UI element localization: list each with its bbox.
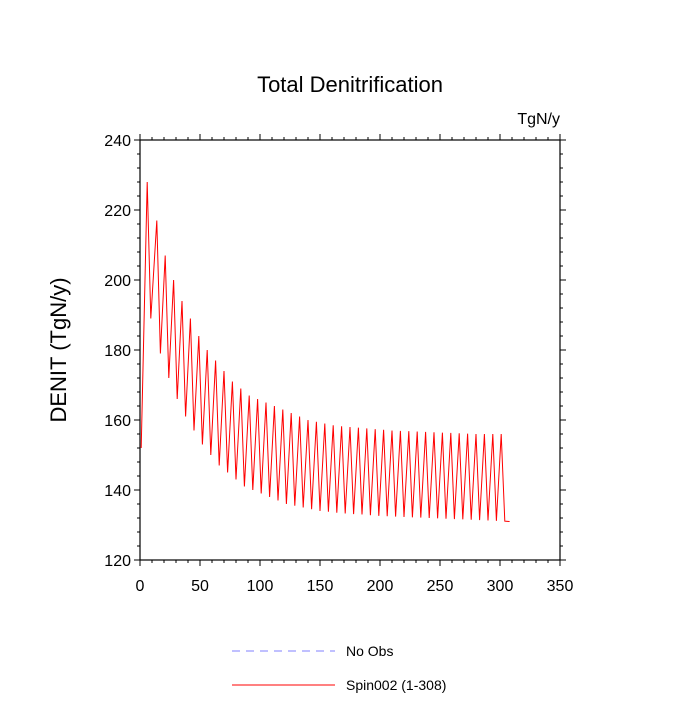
units-label: TgN/y bbox=[517, 111, 560, 128]
y-tick-label: 140 bbox=[104, 483, 131, 500]
x-tick-label: 350 bbox=[547, 578, 574, 595]
y-tick-label: 240 bbox=[104, 133, 131, 150]
ticks-layer: 0 50 100 150 200 250 300 350 120 140 160 180 200 220 2… bbox=[104, 133, 573, 595]
series-layer bbox=[140, 181, 510, 522]
y-axis-label: DENIT (TgN/y) bbox=[46, 277, 71, 422]
legend-label-spin002: Spin002 (1-308) bbox=[346, 677, 446, 693]
y-tick-label: 220 bbox=[104, 203, 131, 220]
x-tick-label: 250 bbox=[427, 578, 454, 595]
y-tick-label: 200 bbox=[104, 273, 131, 290]
x-tick-label: 100 bbox=[247, 578, 274, 595]
y-tick-label: 120 bbox=[104, 553, 131, 570]
chart-title: Total Denitrification bbox=[257, 72, 443, 97]
x-tick-label: 0 bbox=[136, 578, 145, 595]
x-tick-label: 200 bbox=[367, 578, 394, 595]
legend: No Obs Spin002 (1-308) bbox=[232, 643, 446, 693]
y-tick-label: 180 bbox=[104, 343, 131, 360]
legend-label-no-obs: No Obs bbox=[346, 643, 393, 659]
x-tick-label: 50 bbox=[191, 578, 209, 595]
x-tick-label: 150 bbox=[307, 578, 334, 595]
y-tick-label: 160 bbox=[104, 413, 131, 430]
plot-frame bbox=[139, 139, 561, 561]
x-tick-label: 300 bbox=[487, 578, 514, 595]
series-line-spin002-1-308 bbox=[140, 181, 510, 522]
